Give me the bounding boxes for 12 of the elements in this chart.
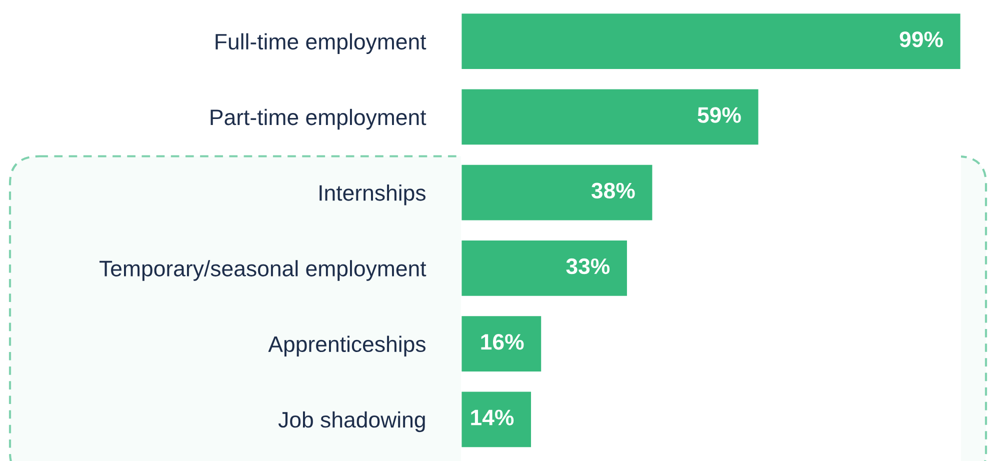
y-tick-label: Apprenticeships bbox=[268, 336, 426, 356]
y-tick-label: Part-time employment bbox=[210, 108, 426, 130]
data-label: 14% bbox=[471, 410, 514, 426]
data-label: 38% bbox=[591, 182, 635, 199]
y-tick-label: Internships bbox=[320, 184, 426, 206]
data-label: 33% bbox=[566, 258, 610, 274]
data-label: 16% bbox=[481, 334, 524, 350]
data-label: 99% bbox=[900, 32, 943, 48]
y-tick-label: Temporary/seasonal employment bbox=[100, 260, 426, 281]
y-tick-label: Full-time employment bbox=[216, 33, 426, 54]
data-label: 59% bbox=[698, 107, 741, 123]
y-tick-label: Job shadowing bbox=[278, 411, 425, 432]
